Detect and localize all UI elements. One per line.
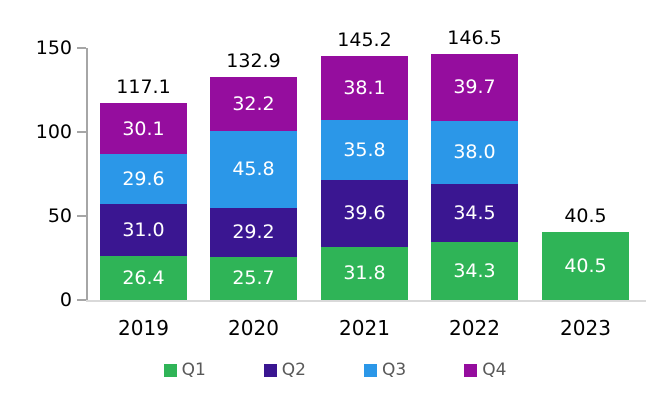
bar-segment-q1-2021: 31.8 bbox=[321, 246, 408, 300]
x-tick-label: 2021 bbox=[339, 316, 390, 340]
segment-value-label: 35.8 bbox=[343, 138, 386, 161]
segment-value-label: 25.7 bbox=[232, 267, 275, 290]
legend-item-q4: Q4 bbox=[464, 360, 506, 380]
y-tick-label: 0 bbox=[59, 289, 72, 311]
y-tick-label: 150 bbox=[35, 37, 72, 59]
segment-value-label: 31.0 bbox=[122, 218, 165, 241]
bar-total-label: 117.1 bbox=[116, 76, 171, 99]
segment-value-label: 45.8 bbox=[232, 158, 275, 181]
segment-value-label: 38.1 bbox=[343, 76, 386, 99]
segment-value-label: 26.4 bbox=[122, 266, 165, 289]
bar-segment-q4-2019: 30.1 bbox=[100, 103, 187, 154]
legend-label: Q1 bbox=[181, 360, 206, 380]
bar-segment-q4-2022: 39.7 bbox=[431, 53, 518, 121]
bar-total-label: 145.2 bbox=[337, 28, 392, 51]
segment-value-label: 40.5 bbox=[564, 254, 607, 277]
bar-segment-q4-2020: 32.2 bbox=[210, 76, 297, 131]
legend-label: Q2 bbox=[281, 360, 306, 380]
bar-column-2023: 40.5 40.5 bbox=[542, 0, 629, 300]
segment-value-label: 34.5 bbox=[453, 202, 496, 225]
bar-segment-q2-2021: 39.6 bbox=[321, 180, 408, 247]
legend-swatch-q1 bbox=[163, 363, 177, 377]
y-axis-line bbox=[86, 48, 88, 301]
legend-swatch-q4 bbox=[464, 363, 478, 377]
bar-total-label: 146.5 bbox=[447, 26, 502, 49]
segment-value-label: 31.8 bbox=[343, 262, 386, 285]
bar-segment-q2-2019: 31.0 bbox=[100, 203, 187, 256]
segment-value-label: 29.6 bbox=[122, 167, 165, 190]
bar-segment-q3-2022: 38.0 bbox=[431, 120, 518, 185]
legend-item-q1: Q1 bbox=[163, 360, 206, 380]
legend: Q1 Q2 Q3 Q4 bbox=[0, 360, 670, 380]
bar-segment-q1-2019: 26.4 bbox=[100, 255, 187, 300]
x-tick-label: 2023 bbox=[560, 316, 611, 340]
x-tick-label: 2022 bbox=[449, 316, 500, 340]
segment-value-label: 30.1 bbox=[122, 117, 165, 140]
segment-value-label: 29.2 bbox=[232, 221, 275, 244]
segment-value-label: 32.2 bbox=[232, 92, 275, 115]
bar-segment-q4-2021: 38.1 bbox=[321, 55, 408, 120]
bar-column-2020: 25.7 29.2 45.8 32.2 132.9 bbox=[210, 0, 297, 300]
y-tick-mark bbox=[77, 131, 86, 133]
bar-segment-q3-2021: 35.8 bbox=[321, 119, 408, 181]
bar-total-label: 132.9 bbox=[226, 49, 281, 72]
legend-item-q2: Q2 bbox=[263, 360, 306, 380]
segment-value-label: 38.0 bbox=[453, 141, 496, 164]
legend-item-q3: Q3 bbox=[364, 360, 406, 380]
y-tick-mark bbox=[77, 215, 86, 217]
legend-label: Q3 bbox=[382, 360, 407, 380]
bar-segment-q1-2020: 25.7 bbox=[210, 256, 297, 300]
y-tick-label: 50 bbox=[47, 205, 72, 227]
segment-value-label: 39.6 bbox=[343, 202, 386, 225]
bar-total-label: 40.5 bbox=[564, 204, 607, 227]
bar-segment-q2-2022: 34.5 bbox=[431, 184, 518, 243]
y-tick-mark bbox=[77, 47, 86, 49]
bar-segment-q3-2020: 45.8 bbox=[210, 130, 297, 208]
bar-column-2019: 26.4 31.0 29.6 30.1 117.1 bbox=[100, 0, 187, 300]
bar-segment-q1-2023: 40.5 bbox=[542, 231, 629, 300]
y-tick-label: 100 bbox=[35, 121, 72, 143]
legend-label: Q4 bbox=[482, 360, 507, 380]
bar-segment-q3-2019: 29.6 bbox=[100, 153, 187, 204]
bar-column-2022: 34.3 34.5 38.0 39.7 146.5 bbox=[431, 0, 518, 300]
x-tick-label: 2019 bbox=[118, 316, 169, 340]
bar-column-2021: 31.8 39.6 35.8 38.1 145.2 bbox=[321, 0, 408, 300]
bar-segment-q1-2022: 34.3 bbox=[431, 242, 518, 300]
legend-swatch-q3 bbox=[364, 363, 377, 377]
y-tick-mark bbox=[77, 299, 86, 301]
x-axis-line bbox=[86, 300, 646, 302]
segment-value-label: 34.3 bbox=[453, 260, 496, 283]
x-tick-label: 2020 bbox=[228, 316, 279, 340]
segment-value-label: 39.7 bbox=[453, 76, 496, 99]
legend-swatch-q2 bbox=[263, 363, 277, 377]
bar-segment-q2-2020: 29.2 bbox=[210, 207, 297, 257]
